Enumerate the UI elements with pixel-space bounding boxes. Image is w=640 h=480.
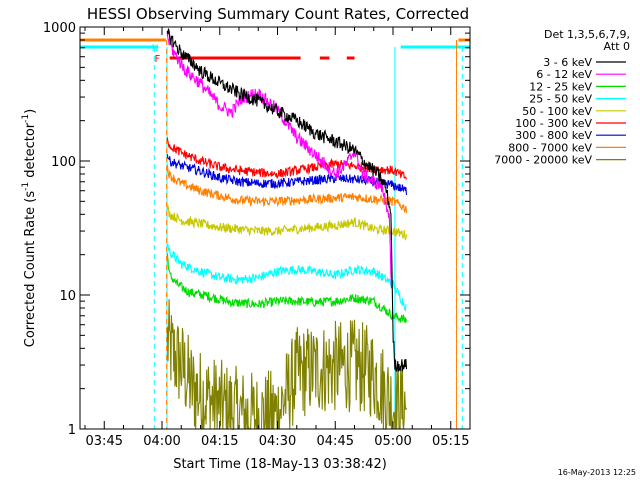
x-axis-label: Start Time (18-May-13 03:38:42) (173, 457, 387, 472)
footer-timestamp: 16-May-2013 12:25 (558, 468, 636, 477)
y-axis-label-part3: ) (23, 109, 38, 114)
series-line-6-12-kev (166, 31, 393, 289)
flag-label-n: N (152, 44, 159, 54)
x-tick-label: 05:00 (374, 434, 411, 449)
x-tick-label: 04:00 (143, 434, 180, 449)
y-axis-label-part1: Corrected Count Rate (s (23, 191, 38, 348)
y-tick-label: 100 (51, 155, 76, 170)
series-line-100-300-kev (166, 137, 408, 180)
series-line-300-800-kev (166, 154, 408, 195)
legend-title-line1: Det 1,3,5,6,7,9, (544, 28, 630, 41)
x-tick-label: 03:45 (86, 434, 123, 449)
series-line-3-6-kev (166, 28, 408, 373)
y-axis-label-sup2: -1 (21, 114, 31, 123)
y-tick-label: 1 (68, 423, 76, 438)
legend-label: 100 - 300 keV (515, 117, 592, 130)
legend-label: 300 - 800 keV (515, 129, 592, 142)
y-tick-label: 10 (59, 289, 76, 304)
flag-lines: NF (80, 38, 470, 429)
x-tick-label: 04:45 (317, 434, 354, 449)
y-axis-label: Corrected Count Rate (s-1 detector-1) (21, 109, 38, 347)
legend-label: 50 - 100 keV (522, 105, 592, 118)
legend-title-line2: Att 0 (604, 40, 630, 53)
legend-label: 6 - 12 keV (536, 68, 592, 81)
x-tick-label: 05:15 (432, 434, 469, 449)
y-axis-label-part2: detector (23, 122, 38, 182)
y-axis-label-sup1: -1 (21, 182, 31, 191)
legend-label: 800 - 7000 keV (508, 141, 592, 154)
flag-label-f: F (155, 54, 161, 65)
series-line-50-100-kev (166, 205, 408, 241)
axes: 03:45 04:00 04:15 04:30 04:45 05:00 05:15 1 10 10… (43, 21, 471, 449)
series-line-800-7000-kev (166, 164, 408, 214)
plot-frame (79, 26, 471, 430)
series-layer (166, 28, 408, 431)
legend-label: 12 - 25 keV (529, 80, 592, 93)
x-tick-label: 04:30 (259, 434, 296, 449)
series-line-7000-20000-kev (166, 299, 408, 431)
legend-label: 25 - 50 keV (529, 93, 592, 106)
legend-label: 7000 - 20000 keV (494, 154, 592, 167)
x-tick-label: 04:15 (201, 434, 238, 449)
y-tick-label: 1000 (43, 21, 76, 36)
series-line-12-25-kev (166, 253, 408, 324)
chart-title: HESSI Observing Summary Count Rates, Cor… (87, 5, 469, 23)
legend-label: 3 - 6 keV (543, 56, 592, 69)
series-line-25-50-kev (166, 243, 407, 312)
